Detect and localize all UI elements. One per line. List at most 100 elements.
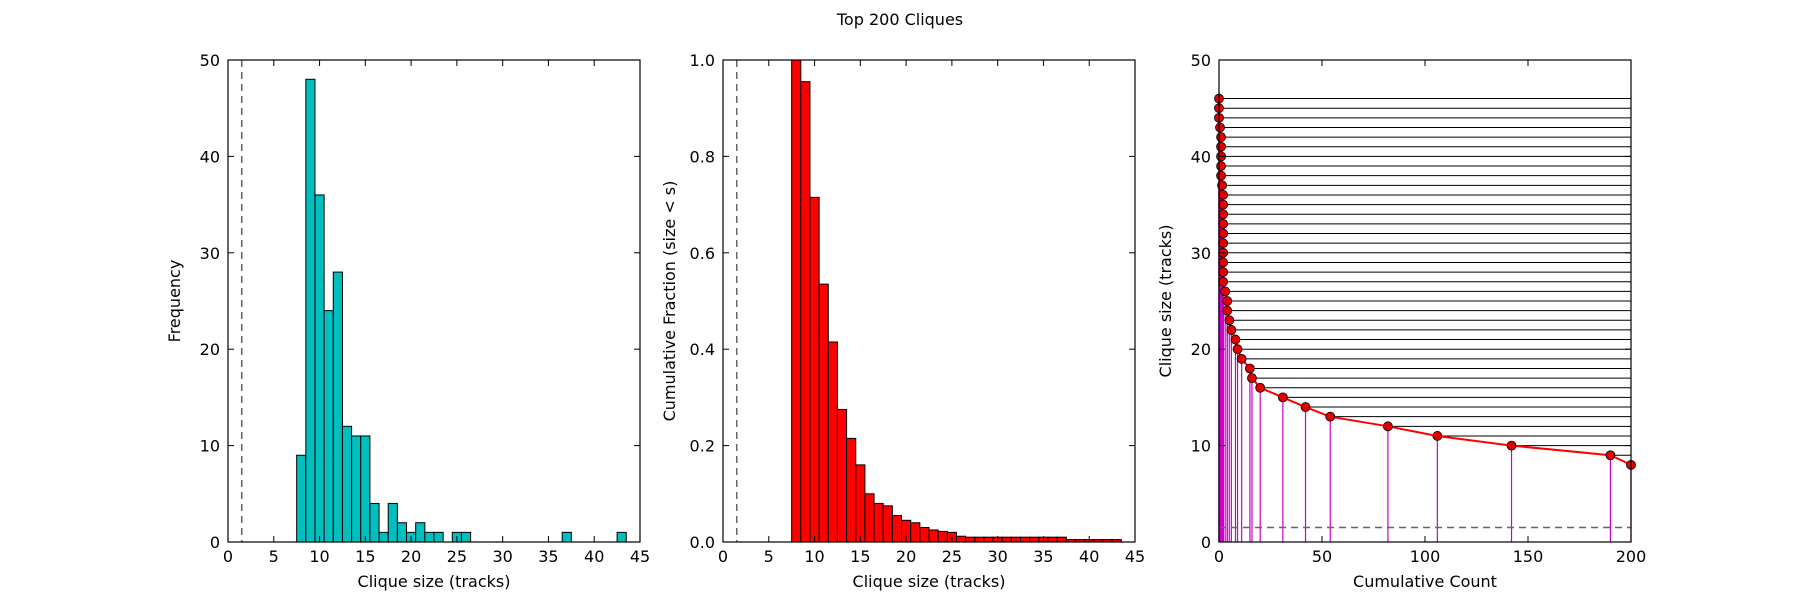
y-tick-label: 20	[1191, 340, 1211, 359]
histogram-bar	[910, 522, 921, 543]
histogram-bar	[836, 408, 848, 543]
data-point-marker	[1218, 199, 1229, 210]
x-tick-label: 30	[492, 547, 512, 566]
data-point-marker	[1255, 382, 1266, 393]
data-point-marker	[1432, 431, 1443, 441]
x-tick-label: 45	[630, 547, 650, 566]
histogram-bar	[1020, 536, 1031, 543]
axes-frame	[227, 59, 641, 543]
histogram-bar	[1001, 536, 1012, 543]
x-tick-label: 15	[850, 547, 870, 566]
histogram-bar	[314, 194, 325, 543]
data-point-marker	[1216, 141, 1226, 152]
x-tick-label: 20	[401, 547, 421, 566]
histogram-bar	[818, 283, 829, 543]
histogram-bar	[378, 531, 389, 543]
y-tick-label: 0.2	[690, 437, 715, 456]
data-point-marker	[1216, 132, 1226, 143]
y-tick-label: 10	[200, 437, 220, 456]
x-axis-label: Clique size (tracks)	[853, 572, 1006, 591]
y-tick-label: 0	[210, 533, 220, 552]
x-tick-label: 25	[942, 547, 962, 566]
x-tick-label: 25	[447, 547, 467, 566]
y-tick-label: 1.0	[690, 51, 715, 70]
data-point-marker	[1226, 325, 1237, 335]
y-axis-label: Clique size (tracks)	[1156, 225, 1175, 378]
data-point-marker	[1605, 450, 1616, 461]
data-point-marker	[1222, 305, 1233, 316]
x-tick-label: 10	[309, 547, 329, 566]
data-point-marker	[1300, 402, 1311, 412]
x-tick-label: 40	[1079, 547, 1099, 566]
histogram-bar	[433, 531, 444, 543]
data-point-marker	[1218, 209, 1229, 220]
histogram-bar	[791, 59, 802, 543]
histogram-bar	[1056, 536, 1067, 543]
data-point-marker	[1218, 228, 1229, 239]
x-tick-label: 5	[764, 547, 774, 566]
x-tick-label: 40	[584, 547, 604, 566]
data-point-marker	[1217, 180, 1227, 191]
figure-title: Top 200 Cliques	[836, 10, 964, 29]
histogram-bar	[983, 536, 994, 543]
y-tick-label: 30	[200, 244, 220, 263]
histogram-bar	[855, 464, 866, 543]
data-point-marker	[1383, 421, 1393, 432]
x-tick-label: 45	[1125, 547, 1145, 566]
x-tick-label: 15	[355, 547, 375, 566]
histogram-bar	[424, 531, 435, 543]
y-tick-label: 0.4	[690, 340, 715, 359]
histogram-bar	[460, 531, 472, 543]
histogram-bar	[965, 536, 976, 543]
x-tick-label: 30	[987, 547, 1007, 566]
histogram-bar	[974, 536, 985, 543]
x-tick-label: 100	[1410, 547, 1441, 566]
histogram-bar	[305, 78, 316, 543]
axes-frame	[1218, 59, 1632, 543]
data-point-marker	[1220, 286, 1231, 297]
histogram-bar	[351, 435, 362, 543]
y-tick-label: 0.0	[690, 533, 715, 552]
histogram-bar	[955, 535, 967, 543]
histogram-bar	[1010, 536, 1022, 543]
data-point-marker	[1218, 276, 1229, 287]
y-tick-label: 0.6	[690, 244, 715, 263]
x-tick-label: 20	[896, 547, 916, 566]
histogram-bar	[332, 271, 343, 543]
y-tick-label: 10	[1191, 437, 1211, 456]
y-tick-label: 30	[1191, 244, 1211, 263]
data-point-marker	[1218, 218, 1229, 229]
data-point-marker	[1230, 334, 1241, 345]
y-tick-label: 40	[1191, 147, 1211, 166]
data-point-marker	[1247, 373, 1257, 384]
y-tick-label: 0	[1201, 533, 1211, 552]
cumulative-count-panel: 0 50 100 150 200 0 10 20 30 40 50 Cumulative Count C…	[1156, 51, 1646, 591]
histogram-bar	[827, 341, 838, 543]
histogram-bar	[323, 310, 334, 543]
histogram-bar	[396, 522, 408, 543]
cumulative-fraction-panel: 0 5 10 15 20 25 30 35 40 45 0.0 0.2 0.4 0.6 0.8 1.0 Cliq…	[660, 51, 1145, 591]
axes-frame	[722, 59, 1136, 543]
histogram-bar	[809, 196, 820, 543]
x-tick-label: 150	[1513, 547, 1544, 566]
histogram-bar	[937, 530, 948, 543]
x-tick-label: 35	[538, 547, 558, 566]
y-tick-label: 40	[200, 147, 220, 166]
x-tick-label: 0	[1214, 547, 1224, 566]
data-point-marker	[1218, 267, 1229, 277]
x-tick-label: 5	[269, 547, 279, 566]
x-tick-label: 0	[718, 547, 728, 566]
data-point-marker	[1325, 411, 1336, 422]
histogram-bar	[928, 529, 939, 543]
histogram-bar	[369, 502, 380, 543]
y-tick-label: 50	[200, 51, 220, 70]
histogram-bar	[360, 435, 371, 543]
data-point-marker	[1218, 190, 1229, 200]
data-point-marker	[1506, 440, 1517, 451]
y-axis-label: Cumulative Fraction (size < s)	[660, 181, 679, 422]
histogram-bar	[891, 514, 903, 543]
y-tick-label: 20	[200, 340, 220, 359]
data-point-marker	[1216, 170, 1226, 181]
histogram-bar	[616, 531, 627, 543]
